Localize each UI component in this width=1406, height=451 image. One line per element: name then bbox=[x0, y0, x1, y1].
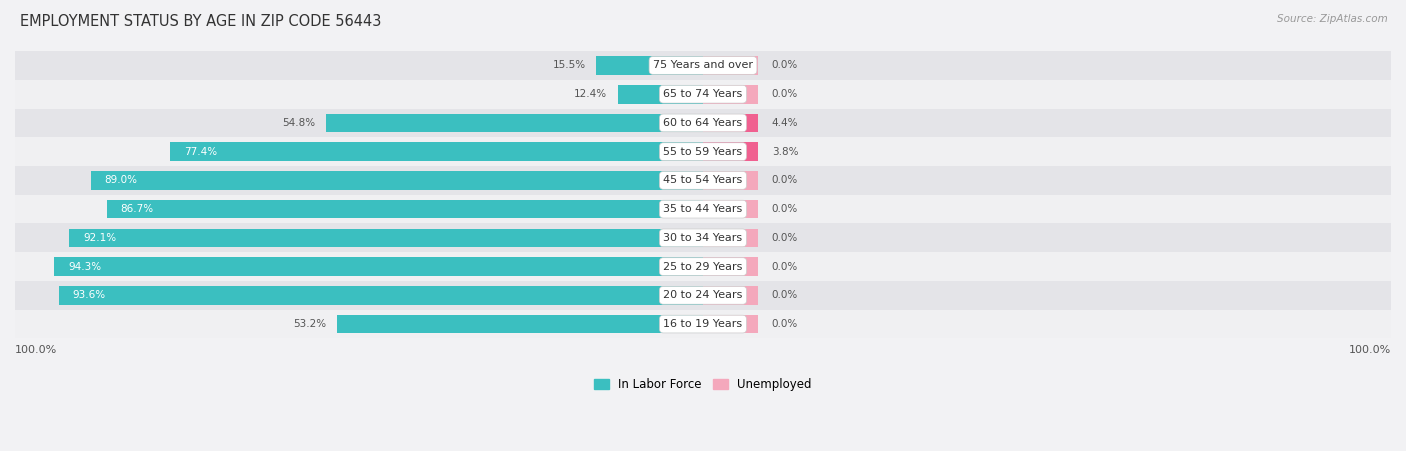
Bar bbox=[15, 281, 1391, 310]
Legend: In Labor Force, Unemployed: In Labor Force, Unemployed bbox=[589, 373, 817, 396]
Text: 55 to 59 Years: 55 to 59 Years bbox=[664, 147, 742, 156]
Text: 77.4%: 77.4% bbox=[184, 147, 218, 156]
Bar bbox=[107, 200, 703, 218]
Text: 75 Years and over: 75 Years and over bbox=[652, 60, 754, 70]
Text: 94.3%: 94.3% bbox=[67, 262, 101, 272]
Text: 35 to 44 Years: 35 to 44 Years bbox=[664, 204, 742, 214]
Bar bbox=[15, 195, 1391, 224]
Bar bbox=[15, 224, 1391, 252]
Bar bbox=[326, 114, 703, 132]
Text: 53.2%: 53.2% bbox=[294, 319, 326, 329]
Text: 4.4%: 4.4% bbox=[772, 118, 799, 128]
Text: 0.0%: 0.0% bbox=[772, 204, 799, 214]
Bar bbox=[90, 171, 703, 190]
Text: 16 to 19 Years: 16 to 19 Years bbox=[664, 319, 742, 329]
Bar bbox=[703, 257, 758, 276]
Text: 54.8%: 54.8% bbox=[283, 118, 316, 128]
Text: 0.0%: 0.0% bbox=[772, 60, 799, 70]
Text: 0.0%: 0.0% bbox=[772, 175, 799, 185]
Bar bbox=[703, 229, 758, 247]
Text: 30 to 34 Years: 30 to 34 Years bbox=[664, 233, 742, 243]
Bar bbox=[15, 310, 1391, 338]
Bar bbox=[15, 80, 1391, 109]
Text: 89.0%: 89.0% bbox=[104, 175, 138, 185]
Bar bbox=[69, 229, 703, 247]
Bar bbox=[617, 85, 703, 104]
Bar bbox=[337, 315, 703, 333]
Text: 3.8%: 3.8% bbox=[772, 147, 799, 156]
Bar bbox=[55, 257, 703, 276]
Text: 86.7%: 86.7% bbox=[121, 204, 153, 214]
Text: 20 to 24 Years: 20 to 24 Years bbox=[664, 290, 742, 300]
Bar bbox=[703, 143, 758, 161]
Bar bbox=[15, 166, 1391, 195]
Bar bbox=[15, 252, 1391, 281]
Bar bbox=[703, 114, 758, 132]
Bar bbox=[703, 56, 758, 75]
Bar bbox=[703, 85, 758, 104]
Text: 15.5%: 15.5% bbox=[553, 60, 586, 70]
Text: 60 to 64 Years: 60 to 64 Years bbox=[664, 118, 742, 128]
Text: 100.0%: 100.0% bbox=[15, 345, 58, 355]
Bar bbox=[703, 200, 758, 218]
Text: 100.0%: 100.0% bbox=[1348, 345, 1391, 355]
Bar bbox=[170, 143, 703, 161]
Text: 0.0%: 0.0% bbox=[772, 319, 799, 329]
Bar bbox=[15, 51, 1391, 80]
Text: 0.0%: 0.0% bbox=[772, 89, 799, 99]
Text: Source: ZipAtlas.com: Source: ZipAtlas.com bbox=[1277, 14, 1388, 23]
Bar bbox=[15, 137, 1391, 166]
Bar bbox=[703, 171, 758, 190]
Text: 0.0%: 0.0% bbox=[772, 262, 799, 272]
Text: 93.6%: 93.6% bbox=[73, 290, 105, 300]
Bar bbox=[59, 286, 703, 305]
Text: 45 to 54 Years: 45 to 54 Years bbox=[664, 175, 742, 185]
Text: 25 to 29 Years: 25 to 29 Years bbox=[664, 262, 742, 272]
Text: 0.0%: 0.0% bbox=[772, 290, 799, 300]
Bar bbox=[703, 286, 758, 305]
Text: EMPLOYMENT STATUS BY AGE IN ZIP CODE 56443: EMPLOYMENT STATUS BY AGE IN ZIP CODE 564… bbox=[20, 14, 381, 28]
Text: 65 to 74 Years: 65 to 74 Years bbox=[664, 89, 742, 99]
Text: 0.0%: 0.0% bbox=[772, 233, 799, 243]
Text: 12.4%: 12.4% bbox=[574, 89, 607, 99]
Bar bbox=[15, 109, 1391, 137]
Bar bbox=[703, 315, 758, 333]
Bar bbox=[596, 56, 703, 75]
Text: 92.1%: 92.1% bbox=[83, 233, 117, 243]
